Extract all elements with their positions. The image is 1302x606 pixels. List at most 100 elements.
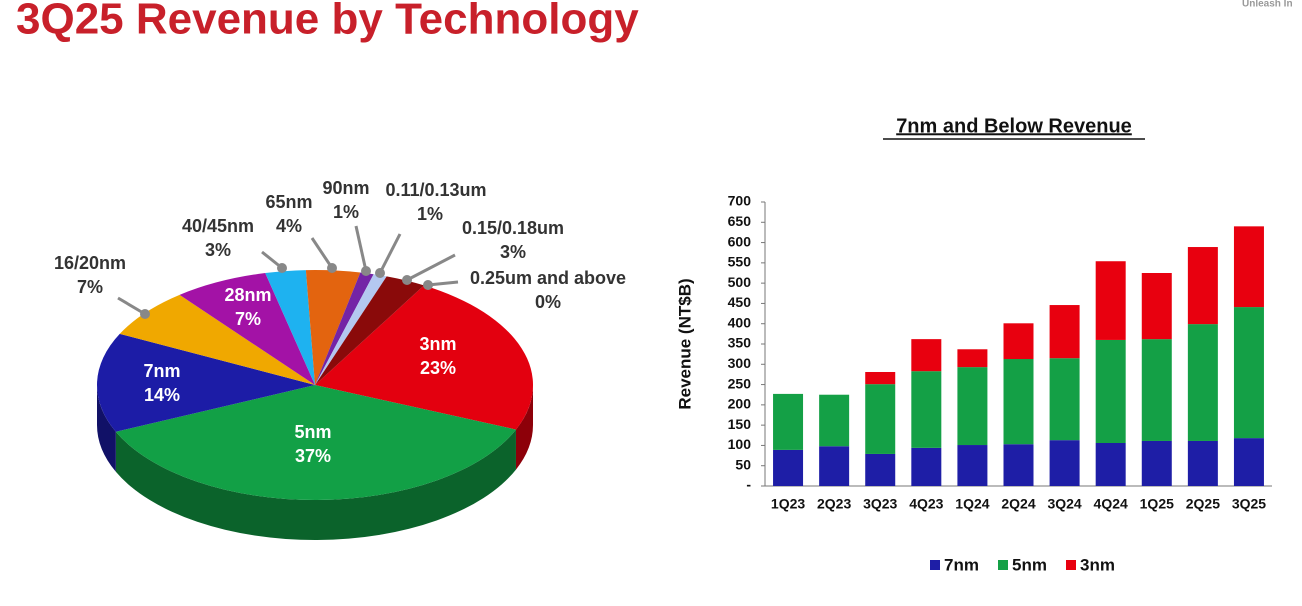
y-tick-label: 150 bbox=[728, 416, 752, 432]
pie-slice bbox=[315, 274, 387, 385]
bar-segment bbox=[1141, 273, 1172, 340]
legend-label: 7nm bbox=[944, 555, 979, 574]
y-tick-label: 200 bbox=[728, 396, 752, 412]
y-tick-label: 650 bbox=[728, 213, 752, 229]
pie-slice bbox=[315, 272, 374, 385]
legend-swatch bbox=[998, 560, 1008, 570]
slice-value-label: 7% bbox=[77, 277, 103, 297]
pie-slice bbox=[115, 385, 516, 500]
leader-line bbox=[354, 225, 368, 272]
bar-segment bbox=[1233, 438, 1264, 486]
x-tick-label: 2Q25 bbox=[1186, 496, 1220, 512]
bar-segment bbox=[957, 349, 988, 368]
x-tick-label: 2Q23 bbox=[817, 496, 851, 512]
slice-label: 28nm bbox=[224, 285, 271, 305]
slice-label: 0.15/0.18um bbox=[462, 218, 564, 238]
slice-value-label: 3% bbox=[500, 242, 526, 262]
slice-value-label: 7% bbox=[235, 309, 261, 329]
x-tick-label: 1Q23 bbox=[771, 496, 805, 512]
y-tick-label: 500 bbox=[728, 274, 752, 290]
bar-segment bbox=[1049, 440, 1080, 486]
bar-segment bbox=[819, 394, 850, 447]
y-tick-label: 350 bbox=[728, 335, 752, 351]
leader-line bbox=[310, 237, 334, 269]
y-tick-label: 550 bbox=[728, 254, 752, 270]
leader-dot bbox=[375, 268, 385, 278]
leader-dot bbox=[423, 280, 433, 290]
bar-segment bbox=[1141, 440, 1172, 486]
y-tick-label: 50 bbox=[735, 456, 751, 472]
slice-value-label: 3% bbox=[205, 240, 231, 260]
pie-slice bbox=[305, 270, 361, 385]
corner-text: Unleash In bbox=[1242, 0, 1293, 10]
bar-segment bbox=[865, 371, 896, 385]
slice-label: 90nm bbox=[322, 178, 369, 198]
slice-label: 3nm bbox=[419, 334, 456, 354]
legend-swatch bbox=[1066, 560, 1076, 570]
x-tick-label: 4Q24 bbox=[1094, 496, 1128, 512]
bar-segment bbox=[1187, 440, 1218, 486]
bar-segment bbox=[1187, 247, 1218, 325]
slice-value-label: 37% bbox=[295, 446, 331, 466]
bar-segment bbox=[1049, 358, 1080, 441]
legend-label: 3nm bbox=[1080, 555, 1115, 574]
pie-slice-side bbox=[515, 385, 533, 470]
pie-slice-side bbox=[97, 385, 116, 472]
leader-dot bbox=[361, 266, 371, 276]
bar-segment bbox=[819, 446, 850, 486]
bar-segment bbox=[1233, 226, 1264, 308]
x-tick-label: 3Q23 bbox=[863, 496, 897, 512]
slice-label: 0.25um and above bbox=[470, 268, 626, 288]
y-axis-label: Revenue (NT$B) bbox=[675, 278, 694, 409]
slice-label: 7nm bbox=[143, 361, 180, 381]
bar-segment bbox=[1187, 324, 1218, 441]
bar-segment bbox=[1003, 323, 1034, 360]
y-tick-label: 600 bbox=[728, 233, 752, 249]
leader-line bbox=[406, 253, 456, 282]
bar-segment bbox=[1003, 444, 1034, 486]
slice-value-label: 1% bbox=[333, 202, 359, 222]
y-tick-label: 100 bbox=[728, 436, 752, 452]
slice-label: 5nm bbox=[294, 422, 331, 442]
pie-slice bbox=[96, 333, 315, 432]
bar-segment bbox=[911, 447, 942, 486]
x-tick-label: 3Q25 bbox=[1232, 496, 1266, 512]
leader-line bbox=[117, 296, 146, 316]
slice-label: 16/20nm bbox=[54, 253, 126, 273]
slice-value-label: 1% bbox=[417, 204, 443, 224]
y-tick-label: - bbox=[746, 477, 751, 493]
slice-value-label: 14% bbox=[144, 385, 180, 405]
pie-slice bbox=[315, 285, 533, 430]
slice-value-label: 23% bbox=[420, 358, 456, 378]
bar-segment bbox=[1141, 339, 1172, 441]
pie-slice bbox=[315, 276, 424, 385]
bar-segment bbox=[911, 371, 942, 448]
bar-segment bbox=[865, 453, 896, 486]
slice-label: 0.11/0.13um bbox=[385, 180, 486, 200]
bar-segment bbox=[1049, 305, 1080, 359]
x-tick-label: 1Q24 bbox=[955, 496, 989, 512]
bar-segment bbox=[1095, 339, 1126, 443]
slice-value-label: 4% bbox=[276, 216, 302, 236]
y-tick-label: 250 bbox=[728, 375, 752, 391]
slice-value-label: 0% bbox=[535, 292, 561, 312]
pie-slice bbox=[265, 270, 315, 385]
x-tick-label: 3Q24 bbox=[1047, 496, 1081, 512]
legend-swatch bbox=[930, 560, 940, 570]
bar-segment bbox=[773, 449, 804, 486]
x-tick-label: 1Q25 bbox=[1140, 496, 1174, 512]
bar-segment bbox=[957, 367, 988, 446]
bar-segment bbox=[773, 393, 804, 450]
y-tick-label: 400 bbox=[728, 314, 752, 330]
bar-segment bbox=[1095, 442, 1126, 486]
bar-segment bbox=[1095, 261, 1126, 340]
pie-slice-side bbox=[115, 429, 516, 540]
pie-slice bbox=[179, 273, 315, 385]
bar-segment bbox=[1233, 307, 1264, 439]
bar-segment bbox=[1003, 359, 1034, 445]
leader-dot bbox=[402, 275, 412, 285]
legend-label: 5nm bbox=[1012, 555, 1047, 574]
y-tick-label: 450 bbox=[728, 294, 752, 310]
